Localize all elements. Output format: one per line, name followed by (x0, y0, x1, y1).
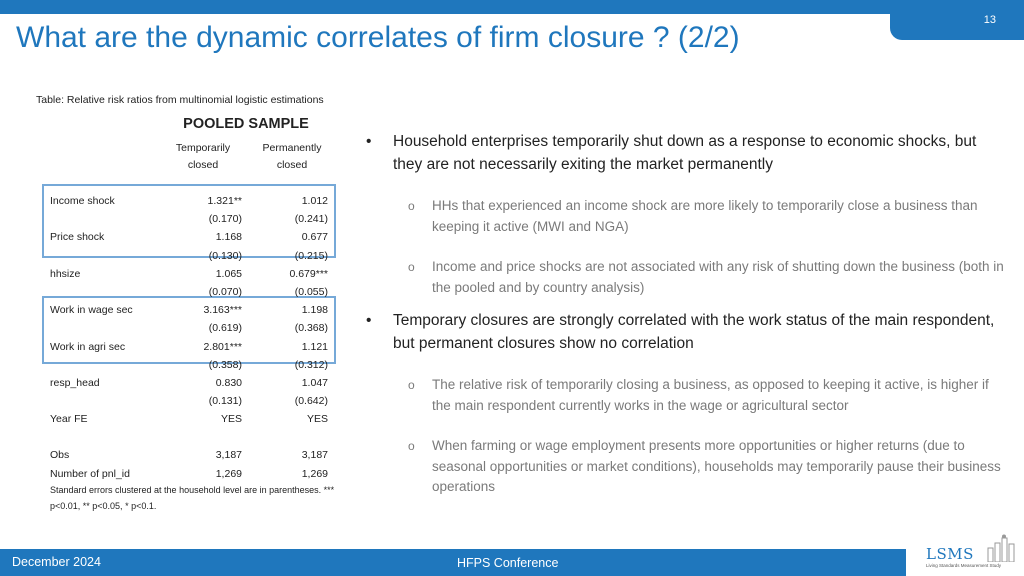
table-row: (0.070) (0.055) (208, 285, 328, 298)
table-row: (0.619) (0.368) (208, 322, 328, 335)
column-header-permanently-closed: Permanently closed (262, 142, 322, 171)
bullet-sub: o The relative risk of temporarily closi… (408, 377, 989, 413)
footer-event: HFPS Conference (457, 556, 559, 570)
bullet-main: • Household enterprises temporarily shut… (366, 130, 1006, 176)
sample-header: POOLED SAMPLE (183, 116, 309, 132)
bottom-bar (0, 549, 1024, 576)
slide-title: What are the dynamic correlates of firm … (16, 21, 740, 54)
logo-bars-icon (987, 534, 1015, 562)
bullet-sub: o When farming or wage employment presen… (408, 438, 1001, 494)
footer-date: December 2024 (12, 555, 101, 569)
table-row: Number of pnl_id 1,269 1,269 (50, 467, 328, 480)
logo-text: LSMS (926, 545, 974, 563)
bullet-dot-icon: • (366, 312, 372, 329)
table-row: Price shock 1.168 0.677 (50, 231, 328, 244)
logo-subtitle: Living Standards Measurement Study (926, 563, 1002, 568)
table-row: Income shock 1.321** 1.012 (50, 195, 328, 207)
bullet-list: • Household enterprises temporarily shut… (366, 130, 1006, 498)
bullet-ring-icon: o (408, 199, 415, 213)
bullet-sub: o Income and price shocks are not associ… (408, 259, 1004, 295)
table-footnote: Standard errors clustered at the househo… (50, 485, 335, 511)
page-number: 13 (983, 14, 996, 26)
table-row: Work in wage sec 3.163*** 1.198 (50, 304, 328, 317)
table-row: Year FE YES YES (50, 413, 328, 426)
table-row: hhsize 1.065 0.679*** (50, 267, 328, 280)
bullet-ring-icon: o (408, 439, 415, 453)
bullet-ring-icon: o (408, 378, 415, 392)
table-row: (0.131) (0.642) (208, 395, 328, 408)
bullet-main: • Temporary closures are strongly correl… (366, 309, 1006, 355)
bullet-dot-icon: • (366, 133, 372, 150)
table-row: resp_head 0.830 1.047 (50, 376, 328, 389)
table-row: Work in agri sec 2.801*** 1.121 (50, 340, 328, 353)
table-row: (0.130) (0.215) (208, 249, 328, 262)
top-bar (0, 0, 1024, 14)
table-row: Obs 3,187 3,187 (50, 449, 328, 462)
lsms-logo: LSMS Living Standards Measurement Study (906, 529, 1024, 576)
table-row: (0.358) (0.312) (208, 358, 328, 371)
bullet-sub: o HHs that experienced an income shock a… (408, 198, 978, 234)
regression-table: Income shock 1.321** 1.012 (0.170) (0.241) … (50, 192, 330, 483)
table-row: (0.170) (0.241) (208, 213, 328, 226)
page-number-tab: 13 (890, 0, 1024, 40)
column-header-temporarily-closed: Temporarily closed (175, 142, 231, 171)
bullet-ring-icon: o (408, 260, 415, 274)
table-caption: Table: Relative risk ratios from multino… (36, 94, 324, 106)
